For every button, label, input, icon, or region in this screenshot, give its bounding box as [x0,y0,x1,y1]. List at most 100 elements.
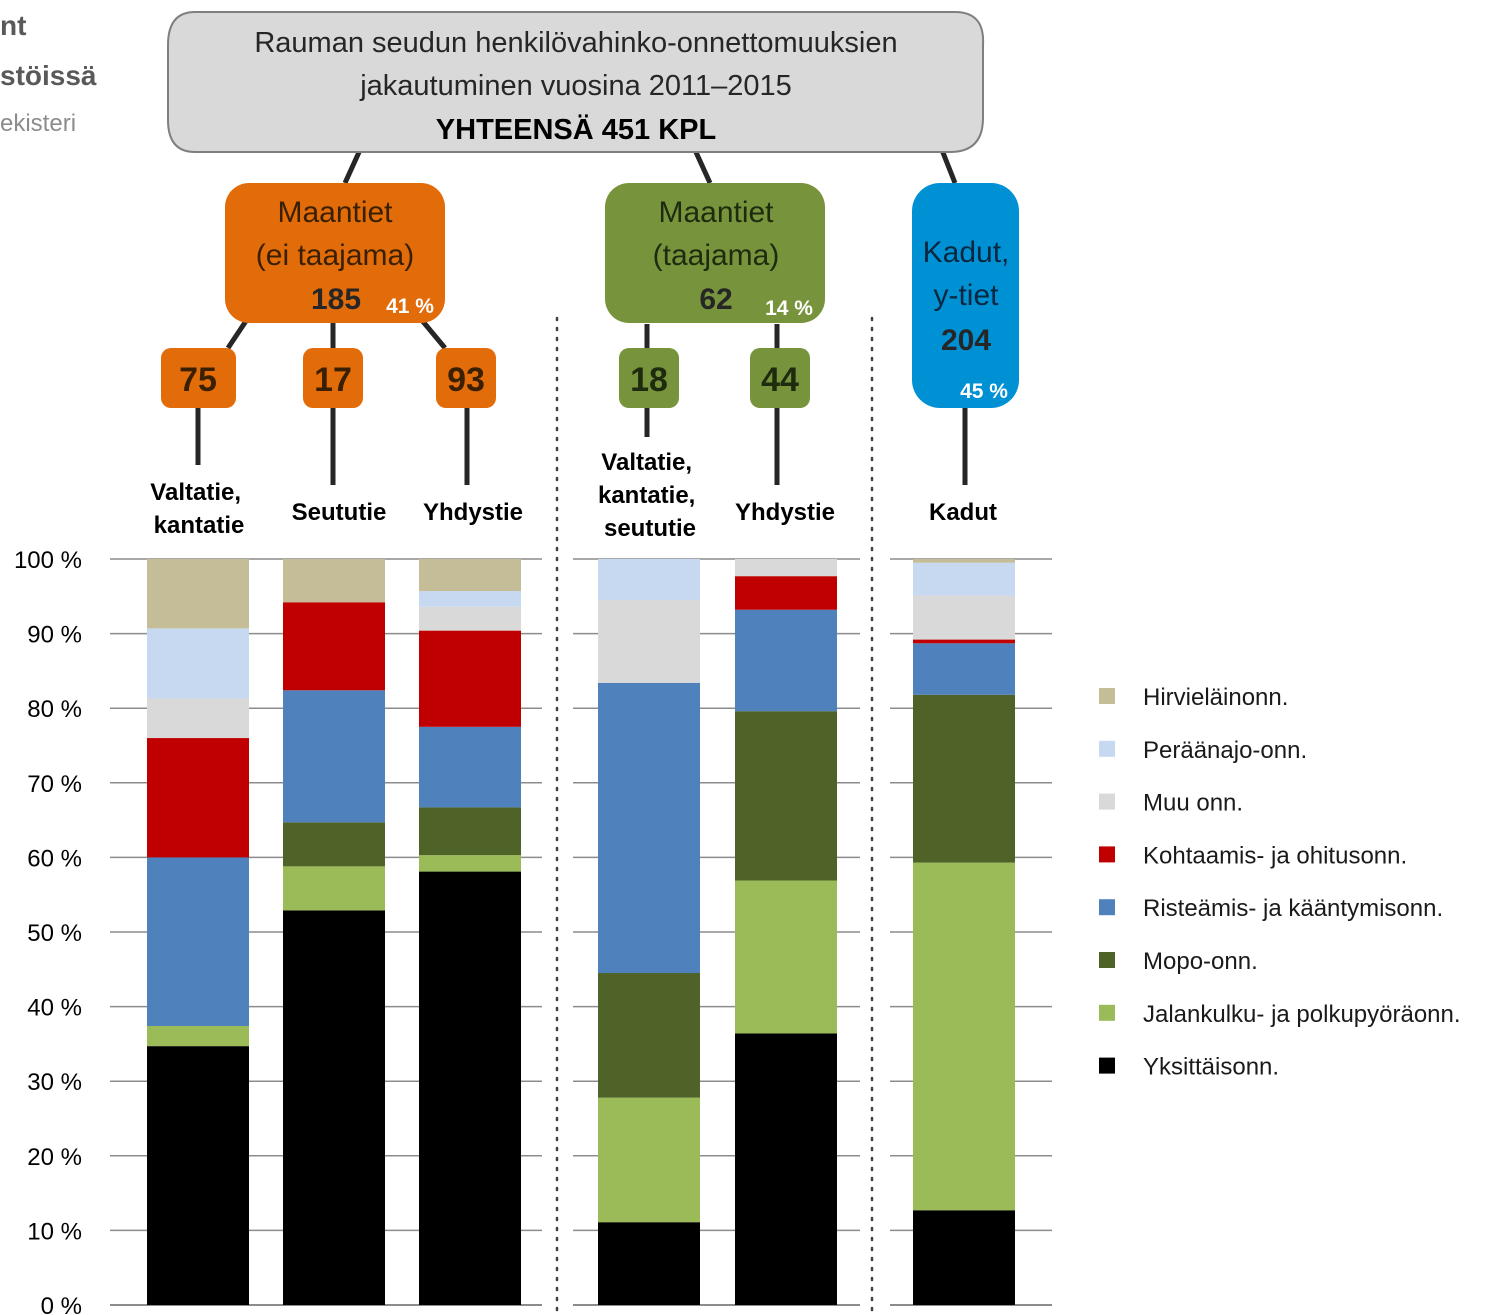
corner-text-1: nt [0,10,27,41]
group2-line1: Maantiet [658,196,774,229]
group1-pct: 41 % [386,295,434,318]
gridlines [110,558,1052,1306]
bar-segment-1-4 [283,602,385,691]
y-tick-label-9: 90 % [27,622,82,649]
bar-segment-2-4 [419,630,521,727]
bar-segment-4-1 [735,880,837,1034]
tree-connectors [195,139,968,485]
legend-label-6: Jalankulku- ja polkupyöräonn. [1143,1001,1461,1028]
corner-text-3: ekisteri [0,110,77,137]
bar-segment-5-5 [913,595,1015,640]
legend-swatch-6 [1099,1004,1115,1021]
bar-segment-3-3 [598,682,700,974]
y-tick-labels: 0 % 10 % 20 % 30 % 40 % 50 % 60 % 70 % 80 % 90 % 1… [14,547,82,1315]
group2-line2: (taajama) [653,239,780,272]
group2-count: 62 [699,283,732,316]
y-tick-label-2: 20 % [27,1144,82,1171]
bar-segment-2-6 [419,591,521,607]
y-tick-label-8: 80 % [27,696,82,723]
bar-segment-3-2 [598,973,700,1098]
group3-pct: 45 % [960,380,1008,403]
bar-segment-1-2 [283,822,385,867]
bar-segment-0-3 [147,857,249,1026]
sub-count-2: 17 [314,361,352,399]
group-box-kadut: Kadut, y-tiet 204 45 % [912,183,1019,408]
category-label-4-line1: Valtatie, [601,449,692,476]
bar-segment-1-7 [283,559,385,603]
bars [147,559,1015,1305]
legend-swatch-3 [1099,846,1115,863]
bar-segment-2-5 [419,606,521,631]
top-box-line1: Rauman seudun henkilövahinko-onnettomuuk… [254,27,897,59]
y-tick-label-7: 70 % [27,771,82,798]
legend-label-5: Mopo-onn. [1143,948,1258,975]
top-box: Rauman seudun henkilövahinko-onnettomuuk… [167,11,985,153]
bar-segment-5-2 [913,694,1015,863]
category-label-1-line1: Valtatie, [150,479,241,506]
legend-label-4: Risteämis- ja kääntymisonn. [1143,895,1443,922]
group1-count: 185 [311,283,361,316]
category-label-1: Valtatie, kantatie [150,479,247,539]
sub-count-boxes: 75 17 93 18 44 [161,348,810,408]
category-label-2: Seututie [292,499,387,526]
legend-swatch-2 [1099,793,1115,810]
bar-segment-0-5 [147,698,249,739]
legend-swatch-5 [1099,952,1115,968]
group2-pct: 14 % [765,297,813,320]
top-box-line3: YHTEENSÄ 451 KPL [436,113,716,146]
bar-segment-4-4 [735,576,837,610]
legend-label-7: Yksittäisonn. [1143,1054,1279,1081]
top-box-line2: jakautuminen vuosina 2011–2015 [359,70,792,102]
bar-segment-0-7 [147,559,249,629]
bar-segment-1-0 [283,910,385,1305]
y-tick-label-5: 50 % [27,920,82,947]
legend-label-0: Hirvieläinonn. [1143,684,1288,711]
bar-segment-5-3 [913,643,1015,695]
bar-segment-0-1 [147,1025,249,1047]
bar-segment-0-6 [147,628,249,699]
bar-segment-1-3 [283,690,385,823]
category-label-5: Yhdystie [735,499,835,526]
bar-segment-5-7 [913,559,1015,563]
group1-line1: Maantiet [277,196,393,229]
y-tick-label-3: 30 % [27,1069,82,1096]
bar-segment-2-0 [419,871,521,1305]
sub-count-1: 75 [179,361,217,399]
bar-segment-4-2 [735,711,837,881]
bar-segment-5-0 [913,1210,1015,1305]
bar-segment-2-7 [419,559,521,592]
legend-label-3: Kohtaamis- ja ohitusonn. [1143,842,1407,869]
category-labels: Valtatie, kantatie Seututie Yhdystie Val… [150,449,997,542]
category-label-4-line2: kantatie, [598,482,695,509]
bar-segment-0-4 [147,738,249,858]
legend-label-2: Muu onn. [1143,790,1243,817]
corner-text-2: stöissä [0,60,97,91]
bar-segment-3-5 [598,600,700,683]
bar-segment-4-3 [735,609,837,712]
category-label-3: Yhdystie [423,499,523,526]
group3-line1: Kadut, [923,236,1010,269]
bar-segment-3-6 [598,559,700,601]
legend-label-1: Peräänajo-onn. [1143,737,1307,764]
sub-count-4: 18 [630,361,668,399]
bar-segment-2-1 [419,855,521,872]
y-tick-label-0: 0 % [41,1293,82,1315]
bar-segment-2-2 [419,807,521,856]
bar-segment-4-0 [735,1033,837,1305]
group-box-maantiet-ei-taajama: Maantiet (ei taajama) 185 41 % [225,183,445,323]
bar-segment-5-6 [913,562,1015,596]
y-tick-label-10: 100 % [14,547,82,574]
bar-segment-3-0 [598,1222,700,1305]
legend-swatch-0 [1099,688,1115,704]
bar-segment-1-1 [283,866,385,911]
legend-swatch-7 [1099,1057,1115,1074]
sub-count-3: 93 [447,361,485,399]
group1-line2: (ei taajama) [256,239,414,272]
legend: Hirvieläinonn. Peräänajo-onn. Muu onn. Koht… [1099,684,1461,1081]
group3-line2: y-tiet [933,279,999,312]
category-label-6: Kadut [929,499,997,526]
bar-segment-4-5 [735,559,837,577]
category-label-4: Valtatie, kantatie, seututie [598,449,702,542]
